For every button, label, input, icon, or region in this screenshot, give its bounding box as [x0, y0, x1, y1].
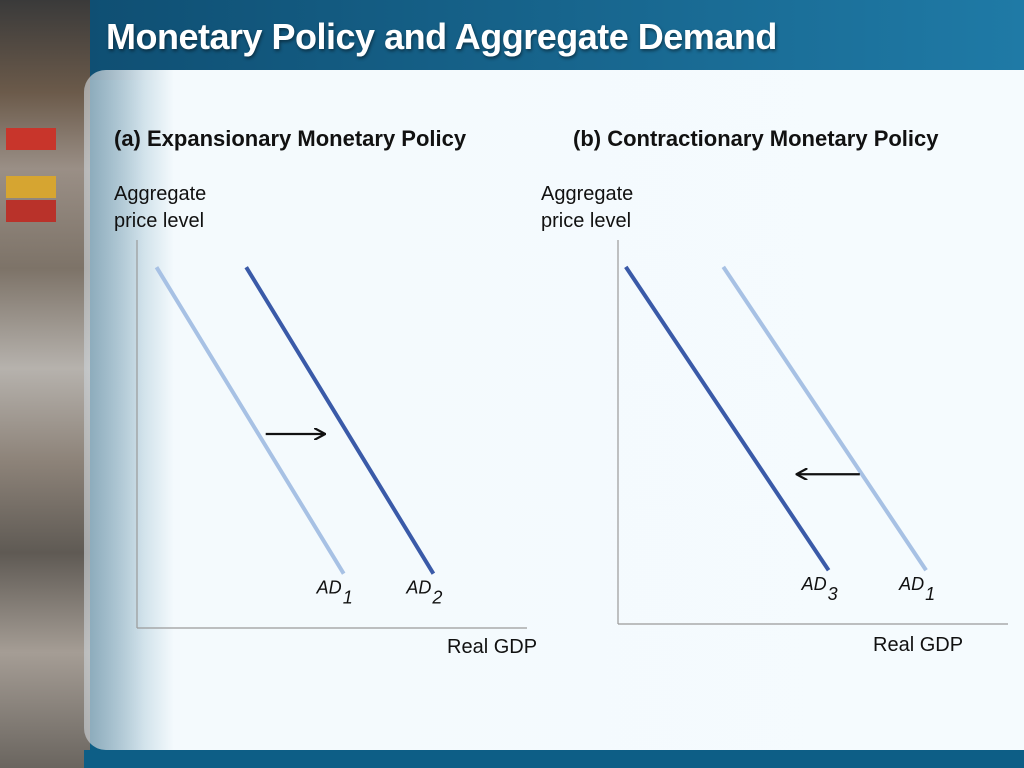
chart-a-label-ad2: AD	[405, 578, 431, 598]
content-panel	[84, 70, 1024, 750]
title-bar	[90, 0, 1024, 80]
chart-a-label-ad1: AD	[316, 578, 342, 598]
street-sign-decoration	[6, 200, 56, 222]
panel-fade	[84, 70, 144, 750]
chart-a-curve-ad2	[244, 266, 436, 575]
chart-b-label-ad3: AD	[801, 574, 827, 594]
chart-a-curve-ad1	[154, 266, 346, 575]
background-photo	[0, 0, 90, 768]
street-sign-decoration	[6, 128, 56, 150]
chart-b-label-ad1: AD	[898, 574, 924, 594]
chart-b-y-axis-label: Aggregate price level	[541, 183, 634, 232]
street-sign-decoration	[6, 176, 56, 198]
chart-b-title: (b) Contractionary Monetary Policy	[573, 126, 939, 151]
chart-a: AD 1 AD 2	[136, 240, 527, 629]
chart-a-x-axis-label: Real GDP	[447, 636, 538, 658]
chart-a-label-sub-ad1: 1	[343, 588, 353, 608]
chart-a-y-axis-label: Aggregate price level	[114, 183, 207, 232]
chart-b-label-sub-ad1: 1	[925, 584, 935, 604]
chart-b-label-sub-ad3: 3	[828, 584, 838, 604]
chart-b-curve-ad3	[624, 265, 831, 572]
chart-b-curve-ad1	[721, 265, 928, 572]
chart-a-label-sub-ad2: 2	[431, 588, 442, 608]
chart-b: AD 3 AD 1	[617, 240, 1008, 625]
chart-b-x-axis-label: Real GDP	[873, 634, 964, 656]
chart-a-title: (a) Expansionary Monetary Policy	[114, 126, 467, 151]
slide-title: Monetary Policy and Aggregate Demand	[106, 16, 777, 57]
bottom-bar	[84, 750, 1024, 768]
